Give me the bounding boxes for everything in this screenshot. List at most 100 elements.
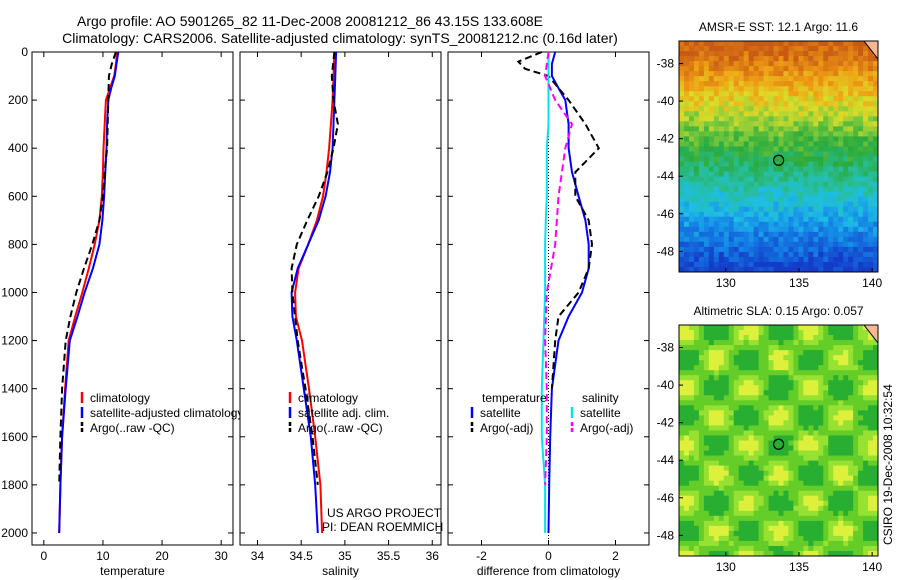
map-cell	[758, 460, 764, 467]
map-cell	[828, 161, 834, 167]
map-cell	[698, 380, 705, 386]
map-cell	[698, 71, 705, 77]
map-cell	[833, 550, 839, 557]
map-cell	[688, 216, 695, 223]
map-cell	[758, 505, 764, 512]
map-cell	[873, 445, 879, 451]
map-cell	[838, 266, 844, 273]
map-cell	[838, 450, 844, 456]
map-cell	[713, 131, 720, 137]
map-cell	[743, 161, 750, 167]
map-cell	[733, 520, 740, 527]
map-cell	[803, 395, 809, 401]
map-cell	[813, 440, 819, 446]
map-cell	[778, 545, 784, 552]
map-cell	[758, 116, 764, 122]
map-cell	[768, 350, 774, 356]
map-cell	[698, 126, 705, 132]
map-cell	[833, 101, 839, 107]
map-cell	[708, 51, 715, 57]
map-cell	[683, 500, 690, 507]
map-cell	[853, 121, 859, 127]
map-cell	[873, 545, 879, 552]
map-cell	[793, 350, 799, 356]
map-cell	[768, 126, 774, 132]
map-cell	[803, 156, 809, 162]
map-cell	[723, 475, 730, 482]
map-cell	[683, 325, 690, 331]
map-cell	[698, 375, 705, 381]
map-cell	[803, 121, 809, 127]
map-cell	[823, 86, 829, 92]
map-cell	[738, 121, 745, 127]
map-cell	[738, 231, 745, 238]
map-cell	[693, 116, 700, 122]
map-cell	[718, 530, 725, 537]
map-cell	[863, 545, 869, 552]
series-line-argo-raw-qc-	[290, 51, 339, 486]
map-cell	[679, 231, 685, 238]
map-cell	[733, 490, 740, 497]
map-cell	[748, 206, 755, 213]
map-cell	[708, 515, 715, 522]
map-cell	[798, 445, 804, 451]
map-cell	[723, 146, 730, 152]
map-cell	[763, 171, 769, 177]
map-cell	[708, 126, 715, 132]
map-cell	[718, 211, 725, 218]
map-cell	[753, 131, 760, 137]
map-cell	[858, 41, 864, 47]
map-cell	[813, 400, 819, 406]
map-cell	[703, 126, 710, 132]
map-cell	[728, 46, 735, 52]
map-cell	[723, 76, 730, 82]
map-cell	[703, 91, 710, 97]
map-cell	[873, 181, 879, 188]
map-cell	[828, 131, 834, 137]
map-cell	[763, 510, 769, 517]
map-cell	[748, 126, 755, 132]
map-cell	[733, 480, 740, 487]
map-cell	[803, 425, 809, 431]
map-cell	[693, 261, 700, 268]
map-cell	[783, 465, 789, 472]
map-cell	[823, 146, 829, 152]
map-cell	[713, 510, 720, 517]
map-cell	[803, 385, 809, 391]
map-cell	[828, 400, 834, 406]
map-cell	[858, 395, 864, 401]
map-cell	[683, 540, 690, 547]
map-cell	[788, 261, 794, 268]
map-cell	[698, 136, 705, 142]
map-cell	[708, 201, 715, 208]
map-cell	[703, 455, 710, 461]
map-cell	[763, 350, 769, 356]
map-cell	[793, 530, 799, 537]
map-cell	[693, 146, 700, 152]
map-cell	[763, 550, 769, 557]
map-cell	[818, 231, 824, 238]
map-cell	[828, 211, 834, 218]
map-cell	[853, 350, 859, 356]
map-cell	[783, 365, 789, 371]
map-cell	[763, 221, 769, 228]
x-tick-label: 135	[789, 560, 809, 574]
map-cell	[703, 425, 710, 431]
map-cell	[873, 266, 879, 273]
map-cell	[788, 171, 794, 177]
map-cell	[753, 176, 760, 183]
map-cell	[778, 425, 784, 431]
map-cell	[808, 465, 814, 472]
map-cell	[723, 395, 730, 401]
map-cell	[768, 71, 774, 77]
map-cell	[833, 201, 839, 208]
map-cell	[803, 345, 809, 351]
map-cell	[693, 380, 700, 386]
map-cell	[773, 156, 779, 162]
map-cell	[693, 221, 700, 228]
map-cell	[823, 540, 829, 547]
map-cell	[793, 71, 799, 77]
map-cell	[838, 365, 844, 371]
map-cell	[863, 440, 869, 446]
map-cell	[868, 66, 874, 72]
